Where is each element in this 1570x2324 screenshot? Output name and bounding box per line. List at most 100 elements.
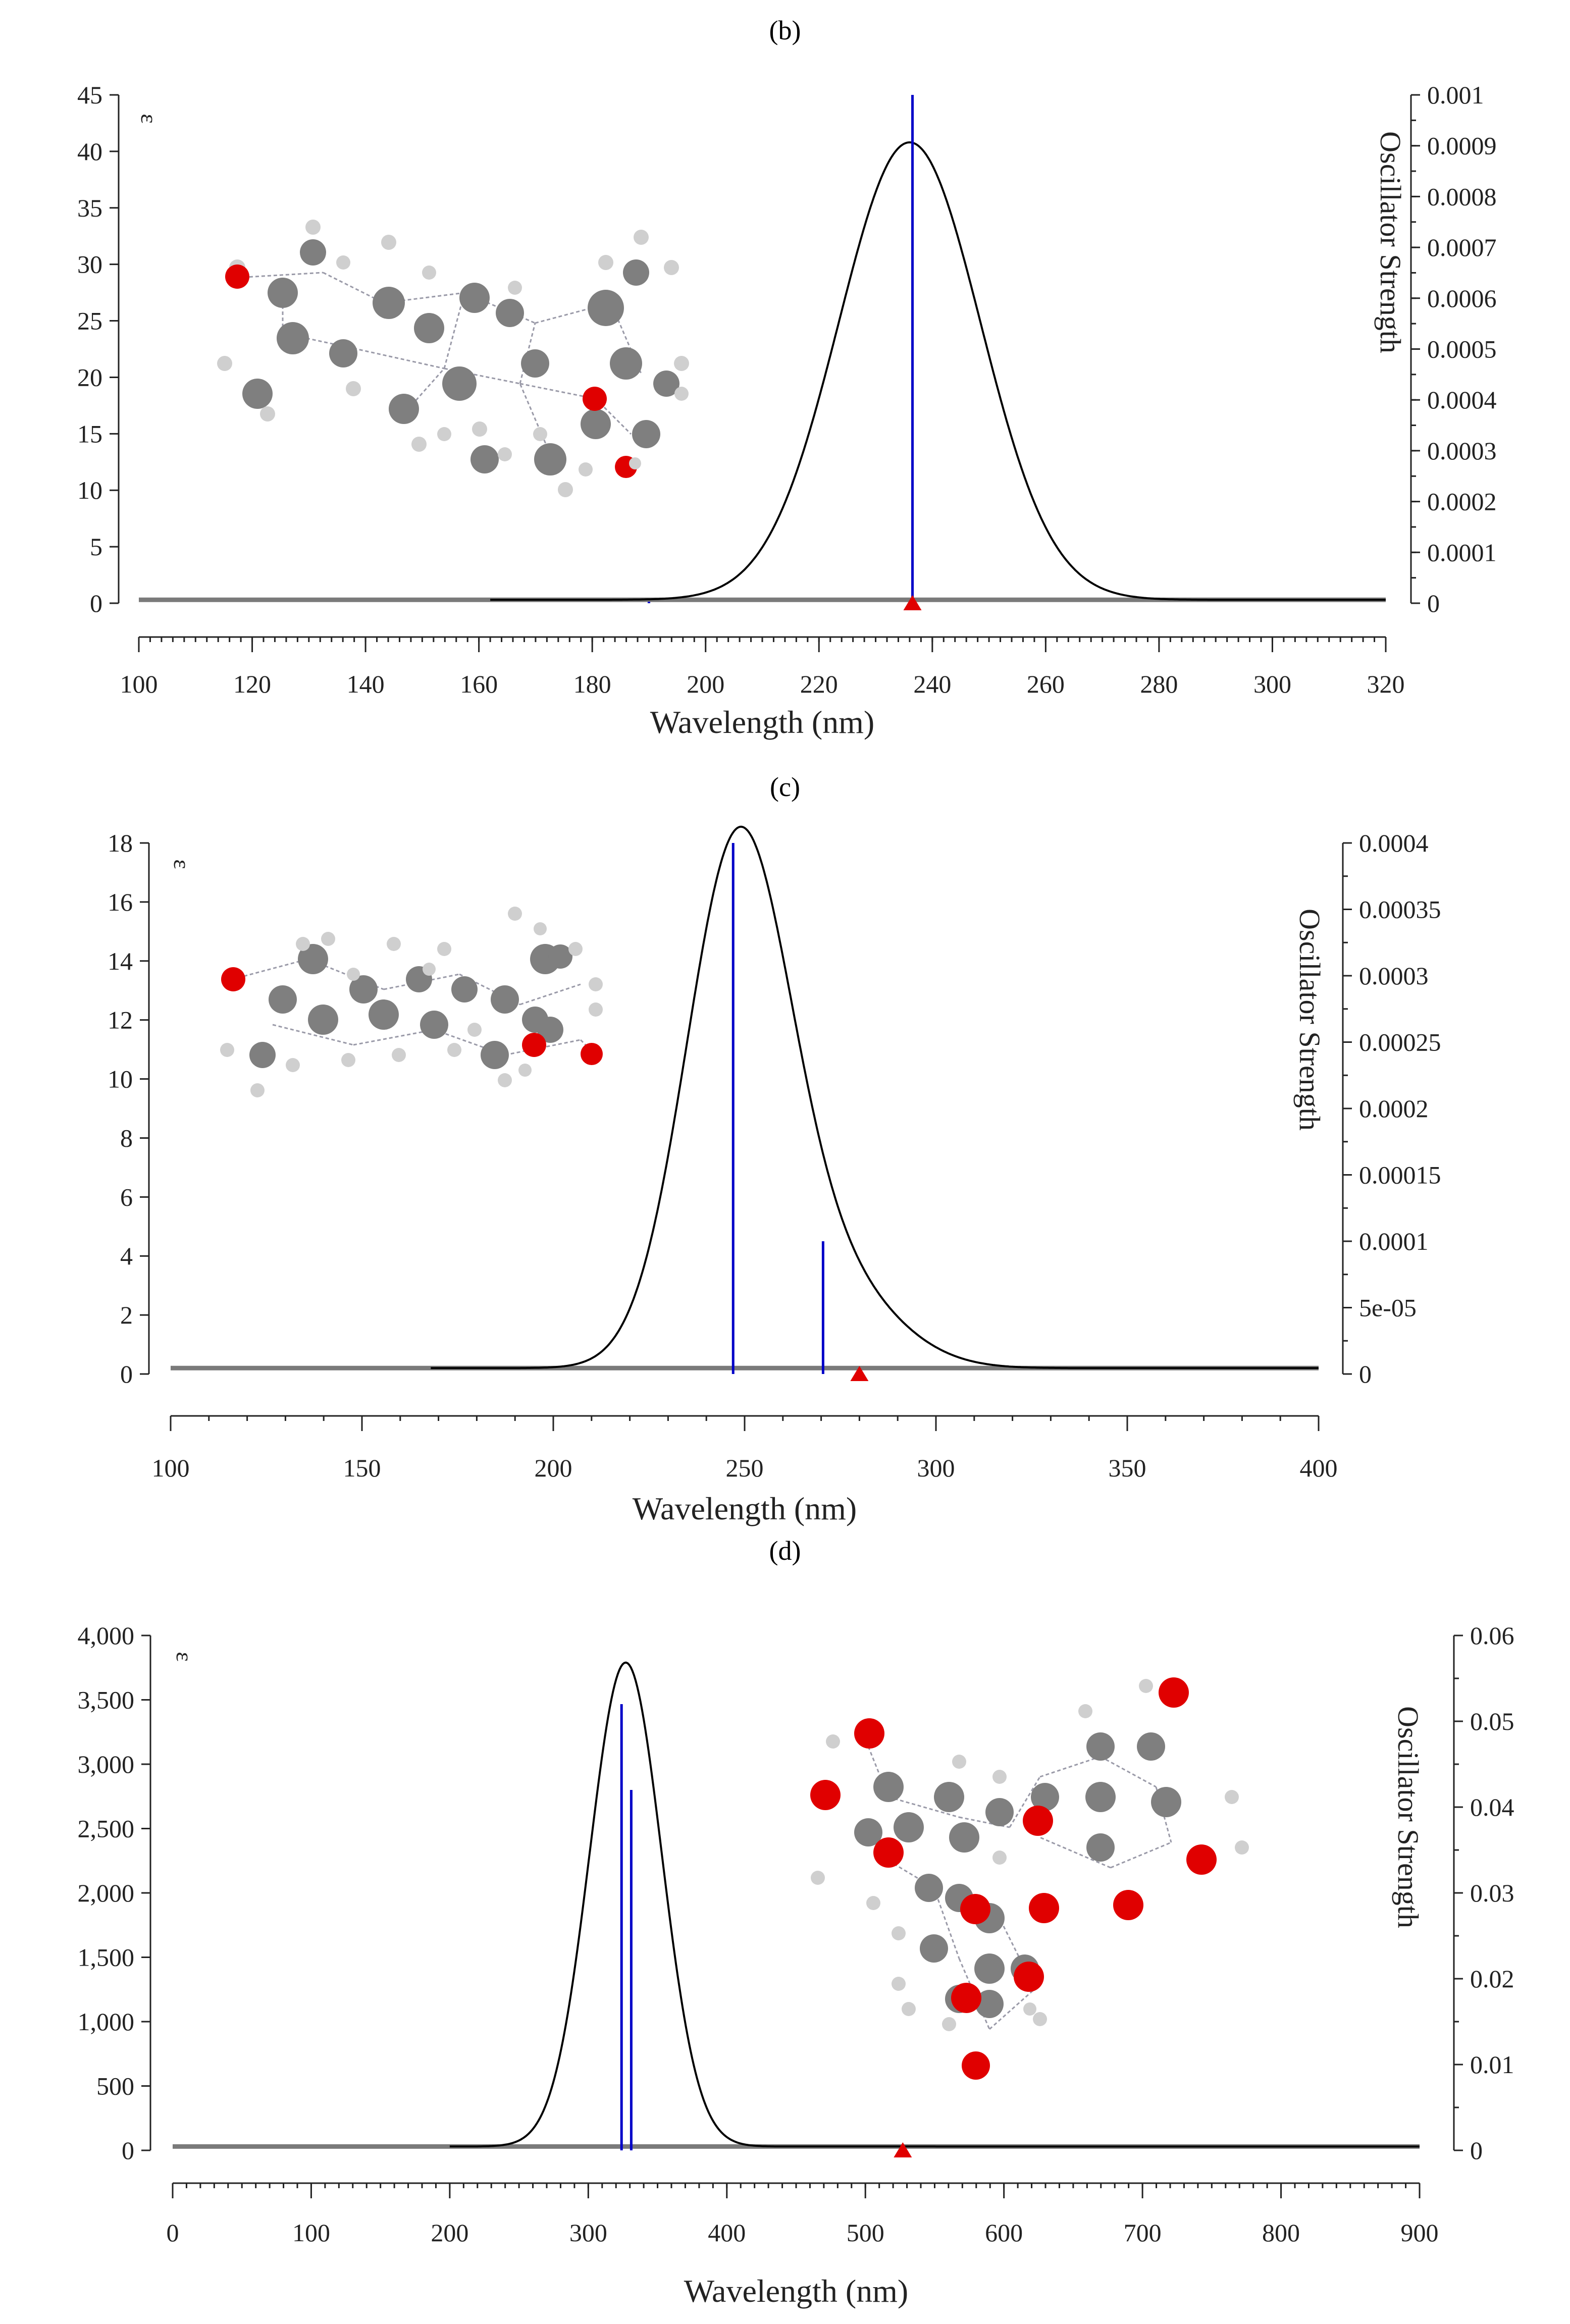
panel-c-left-tick-label: 14 [108, 947, 133, 975]
panel-d-left-tick-label: 0 [122, 2136, 134, 2164]
panel-b-left-tick-label: 30 [77, 250, 102, 279]
panel-d-x-tick-label: 600 [985, 2219, 1023, 2247]
panel-c-left-tick-label: 4 [120, 1242, 133, 1270]
panel-d-left-tick-label: 4,000 [78, 1621, 135, 1650]
panel-d-left-tick-label: 2,500 [78, 1815, 135, 1843]
panel-b-x-tick-label: 240 [913, 670, 951, 698]
panel-c-right-tick-label: 0 [1359, 1360, 1372, 1388]
panel-b-x-tick-label: 200 [687, 670, 724, 698]
panel-c-left-tick-label: 18 [108, 829, 133, 857]
panel-d-x-tick-label: 200 [431, 2219, 468, 2247]
panel-c-right-tick-label: 0.00035 [1359, 895, 1441, 924]
panel-c-right-tick-label: 0.00025 [1359, 1028, 1441, 1057]
panel-b-right-tick-label: 0.0001 [1427, 538, 1497, 566]
panel-d-x-tick-label: 0 [167, 2219, 179, 2247]
panel-b-left-tick-label: 20 [77, 363, 102, 391]
panel-d-x-tick-label: 400 [708, 2219, 746, 2247]
panel-b-molecule [217, 220, 689, 497]
panel-c-triangle-marker [850, 1366, 869, 1381]
panel-d-left-tick-label: 3,500 [78, 1686, 135, 1714]
panel-c-x-tick-label: 200 [535, 1454, 572, 1482]
panel-d-x-tick-label: 800 [1262, 2219, 1300, 2247]
panel-b-right-tick-label: 0.0005 [1427, 335, 1497, 363]
panel-b-x-tick-label: 320 [1367, 670, 1405, 698]
panel-b-right-tick-label: 0.0006 [1427, 284, 1497, 312]
panel-b-left-tick-label: 40 [77, 137, 102, 166]
panel-d-right-tick-label: 0.03 [1470, 1879, 1514, 1907]
panel-b-left-tick-label: 0 [90, 589, 102, 617]
panel-b-left-tick-label: 10 [77, 476, 102, 504]
panel-b-x-tick-label: 100 [120, 670, 158, 698]
panel-b-left-axis-title: ε [136, 114, 162, 123]
panel-c-x-axis-title: Wavelength (nm) [633, 1491, 857, 1526]
panel-c-left-tick-label: 2 [120, 1301, 133, 1329]
panel-d-left-tick-label: 1,000 [78, 2008, 135, 2036]
panel-c-right-tick-label: 0.0001 [1359, 1227, 1429, 1255]
panel-c: (c) [108, 772, 1441, 1526]
panel-d-x-tick-label: 700 [1124, 2219, 1162, 2247]
panel-c-x-tick-label: 150 [343, 1454, 381, 1482]
panel-d-spectrum-curve [449, 1661, 1420, 2148]
panel-d-molecule [810, 1677, 1249, 2080]
panel-b-left-tick-label: 35 [77, 194, 102, 222]
panel-b-x-tick-label: 180 [573, 670, 611, 698]
panel-c-right-tick-label: 0.00015 [1359, 1161, 1441, 1189]
panel-b-triangle-marker [903, 595, 922, 610]
panel-b-label: (b) [769, 15, 801, 45]
panel-c-left-tick-label: 16 [108, 888, 133, 916]
panel-b-right-tick-label: 0.0009 [1427, 132, 1497, 160]
panel-c-right-tick-label: 0.0004 [1359, 829, 1429, 857]
panel-d-right-tick-label: 0 [1470, 2136, 1483, 2164]
panel-b-left-tick-label: 45 [77, 81, 102, 109]
panel-d-right-tick-label: 0.02 [1470, 1965, 1514, 1993]
panel-c-x-tick-label: 100 [152, 1454, 190, 1482]
panel-d-label: (d) [769, 1536, 801, 1566]
panel-c-x-tick-label: 250 [726, 1454, 764, 1482]
panel-b-x-tick-label: 220 [800, 670, 838, 698]
panel-b-right-tick-label: 0.0007 [1427, 233, 1497, 261]
panel-d-right-axis-title: Oscillator Strength [1392, 1706, 1425, 1928]
panel-d-x-tick-label: 900 [1401, 2219, 1439, 2247]
panel-d-right-tick-label: 0.05 [1470, 1707, 1514, 1735]
panel-d-left-axis-title: ε [172, 1652, 197, 1661]
panel-b-right-tick-label: 0.001 [1427, 81, 1484, 109]
panel-c-left-tick-label: 0 [120, 1360, 133, 1388]
panel-d-x-tick-label: 500 [847, 2219, 884, 2247]
panel-d-left-tick-label: 500 [96, 2072, 134, 2100]
panel-b-left-tick-label: 15 [77, 419, 102, 448]
panel-d-left-tick-label: 3,000 [78, 1750, 135, 1778]
panel-c-x-tick-label: 300 [917, 1454, 955, 1482]
panel-c-right-tick-label: 0.0003 [1359, 962, 1429, 990]
panel-c-right-tick-label: 0.0002 [1359, 1094, 1429, 1123]
panel-d-left-tick-label: 2,000 [78, 1879, 135, 1907]
panel-b-left-tick-label: 25 [77, 307, 102, 335]
panel-b-x-tick-label: 280 [1140, 670, 1178, 698]
panel-c-spectrum-curve [431, 825, 1319, 1369]
panel-c-left-axis-title: ε [169, 859, 195, 869]
panel-c-plot: 0 2 4 6 8 10 12 14 16 18 0 5e-05 0.0001 0.00015 0.0002… [108, 825, 1441, 1526]
panel-c-left-tick-label: 12 [108, 1006, 133, 1034]
panel-d-left-tick-label: 1,500 [78, 1943, 135, 1972]
panel-d-right-tick-label: 0.04 [1470, 1793, 1514, 1821]
panel-b-right-axis-title: Oscillator Strength [1374, 131, 1407, 353]
panel-d-plot: 0 500 1,000 1,500 2,000 2,500 3,000 3,500 4,000 0… [78, 1621, 1514, 2309]
panel-d: (d) [78, 1536, 1514, 2309]
panel-b: (b) [77, 15, 1497, 740]
panel-b-x-tick-label: 120 [233, 670, 271, 698]
panel-b-x-tick-label: 260 [1027, 670, 1065, 698]
panel-d-x-tick-label: 100 [292, 2219, 330, 2247]
panel-b-left-tick-label: 5 [90, 533, 102, 561]
panel-b-spectrum-curve [490, 141, 1386, 601]
panel-c-left-tick-label: 8 [120, 1124, 133, 1152]
panel-c-left-tick-label: 6 [120, 1183, 133, 1211]
panel-d-x-axis-title: Wavelength (nm) [684, 2273, 908, 2309]
panel-c-left-tick-label: 10 [108, 1065, 133, 1093]
panel-b-plot: 0 5 10 15 20 25 30 35 40 45 0 0.0001 0.0002 0.0003 0.0… [77, 81, 1497, 740]
panel-b-right-tick-label: 0.0002 [1427, 488, 1497, 516]
panel-d-triangle-marker [894, 2142, 912, 2157]
panel-b-x-tick-label: 140 [347, 670, 385, 698]
panel-b-right-tick-label: 0 [1427, 589, 1440, 617]
panel-d-x-tick-label: 300 [569, 2219, 607, 2247]
panel-c-right-axis-title: Oscillator Strength [1293, 909, 1326, 1131]
